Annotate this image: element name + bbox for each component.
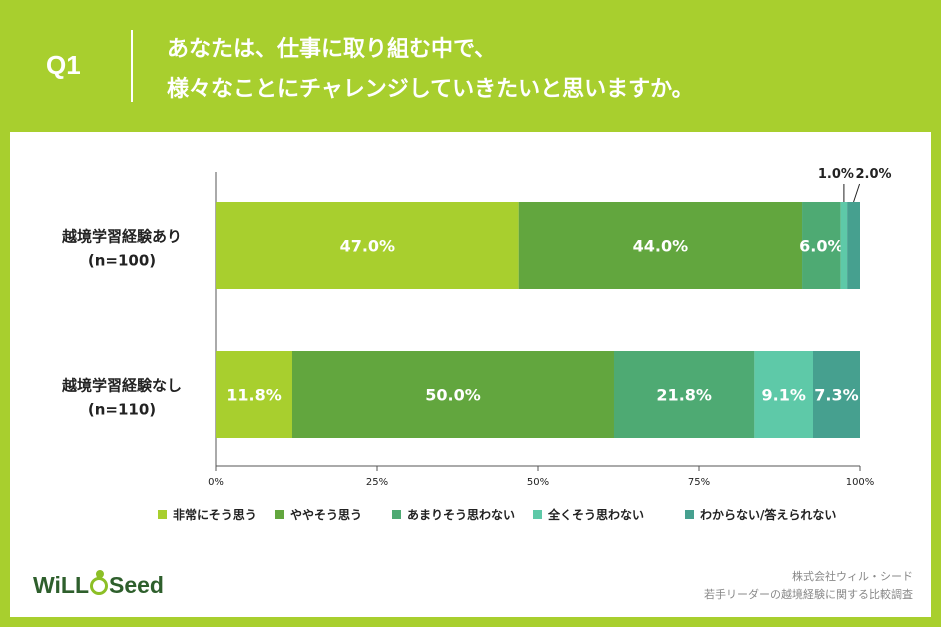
bar-segment: [754, 351, 813, 438]
survey-title: 若手リーダーの越境経験に関する比較調査: [704, 588, 913, 601]
legend-label: 非常にそう思う: [173, 507, 257, 522]
seed-icon: [90, 576, 108, 595]
legend-label: わからない/答えられない: [700, 507, 836, 522]
category-label: 越境学習経験なし: [61, 377, 182, 395]
question-number: Q1: [46, 50, 81, 80]
category-label: 越境学習経験あり: [61, 228, 182, 246]
bar-segment: [847, 202, 860, 289]
x-tick-label: 25%: [366, 477, 388, 488]
data-label: 21.8%: [656, 386, 712, 405]
category-n-label: (n=110): [88, 401, 156, 419]
bar-segment: [613, 351, 755, 438]
legend-swatch: [392, 510, 401, 519]
logo-text-left: WiLL: [33, 572, 89, 598]
legend-label: あまりそう思わない: [407, 508, 515, 522]
data-label: 9.1%: [761, 386, 805, 405]
x-tick-label: 100%: [846, 477, 875, 488]
willseed-logo: WiLL Seed: [33, 572, 164, 599]
bar-segment: [812, 351, 860, 438]
legend-label: ややそう思う: [290, 508, 362, 522]
bar-segment: [518, 202, 803, 289]
legend-swatch: [533, 510, 542, 519]
bar-segment: [216, 202, 519, 289]
data-label: 2.0%: [856, 167, 892, 182]
bar-segment: [840, 202, 848, 289]
company-name: 株式会社ウィル・シード: [792, 570, 913, 583]
bar-segment: [216, 351, 292, 438]
bar-segment: [802, 202, 841, 289]
data-label: 50.0%: [425, 386, 481, 405]
legend-swatch: [685, 510, 694, 519]
label-leader-line: [853, 183, 861, 203]
legend-label: 全くそう思わない: [547, 507, 644, 522]
credit-block: 株式会社ウィル・シード 若手リーダーの越境経験に関する比較調査: [704, 568, 913, 604]
question-line-1: あなたは、仕事に取り組む中で、: [167, 37, 497, 62]
bar-segment: [291, 351, 614, 438]
question-text: あなたは、仕事に取り組む中で、 様々なことにチャレンジしていきたいと思いますか。: [167, 30, 927, 110]
legend-swatch: [158, 510, 167, 519]
x-tick-label: 75%: [688, 477, 710, 488]
data-label: 11.8%: [226, 386, 282, 405]
data-label: 1.0%: [818, 167, 854, 182]
category-n-label: (n=100): [88, 252, 156, 270]
data-label: 6.0%: [799, 237, 843, 256]
header-divider: [131, 30, 133, 102]
data-label: 44.0%: [633, 237, 689, 256]
logo-text-right: Seed: [109, 572, 164, 598]
x-tick-label: 0%: [208, 477, 224, 488]
data-label: 7.3%: [814, 386, 858, 405]
legend-swatch: [275, 510, 284, 519]
question-line-2: 様々なことにチャレンジしていきたいと思いますか。: [167, 77, 694, 102]
data-label: 47.0%: [340, 237, 396, 256]
x-tick-label: 50%: [527, 477, 549, 488]
